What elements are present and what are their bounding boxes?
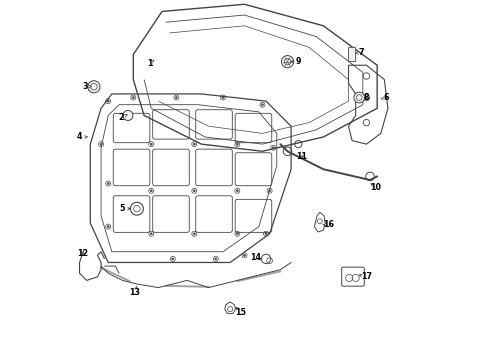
Text: 9: 9 xyxy=(295,57,301,66)
Text: 5: 5 xyxy=(120,204,125,213)
Circle shape xyxy=(100,143,102,145)
Text: 13: 13 xyxy=(129,288,141,297)
Text: 4: 4 xyxy=(77,132,82,141)
Circle shape xyxy=(171,258,174,260)
Text: 12: 12 xyxy=(78,249,88,258)
Text: 8: 8 xyxy=(363,93,368,102)
Circle shape xyxy=(261,104,263,106)
Circle shape xyxy=(193,143,195,145)
Text: 14: 14 xyxy=(249,253,260,262)
Circle shape xyxy=(236,143,238,145)
Circle shape xyxy=(264,233,266,235)
Circle shape xyxy=(132,96,134,99)
Circle shape xyxy=(268,190,270,192)
Text: 17: 17 xyxy=(360,272,371,281)
Text: 3: 3 xyxy=(82,82,87,91)
Text: 7: 7 xyxy=(358,48,363,57)
Circle shape xyxy=(243,254,245,256)
Circle shape xyxy=(150,233,152,235)
Circle shape xyxy=(193,233,195,235)
Circle shape xyxy=(353,92,364,103)
FancyBboxPatch shape xyxy=(348,47,355,62)
Circle shape xyxy=(107,226,109,228)
Text: 6: 6 xyxy=(383,93,388,102)
Text: 15: 15 xyxy=(235,308,246,317)
Circle shape xyxy=(236,233,238,235)
Circle shape xyxy=(281,55,293,68)
Text: 2: 2 xyxy=(118,113,123,122)
Circle shape xyxy=(107,100,109,102)
Circle shape xyxy=(150,143,152,145)
Circle shape xyxy=(236,190,238,192)
Circle shape xyxy=(122,111,133,121)
Text: 1: 1 xyxy=(146,59,152,68)
Text: 10: 10 xyxy=(369,183,380,192)
Circle shape xyxy=(88,81,100,93)
Circle shape xyxy=(271,147,274,149)
Text: 11: 11 xyxy=(296,152,307,161)
Circle shape xyxy=(193,190,195,192)
Circle shape xyxy=(107,183,109,185)
Text: 16: 16 xyxy=(323,220,334,229)
Circle shape xyxy=(222,96,224,99)
Circle shape xyxy=(214,258,217,260)
Circle shape xyxy=(175,96,177,99)
Circle shape xyxy=(150,190,152,192)
